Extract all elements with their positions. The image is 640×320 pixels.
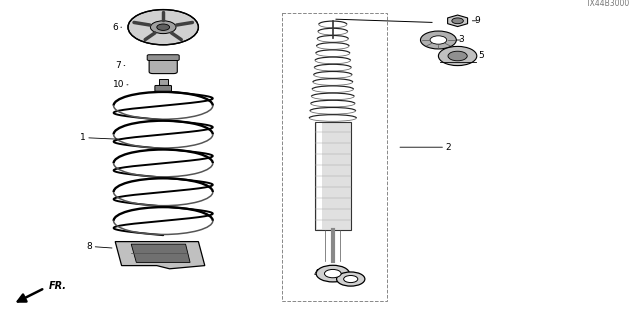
Circle shape — [420, 31, 456, 49]
Circle shape — [438, 46, 477, 66]
Circle shape — [128, 10, 198, 45]
FancyBboxPatch shape — [315, 122, 351, 230]
Text: 9: 9 — [472, 16, 479, 25]
Text: 5: 5 — [475, 52, 484, 60]
Text: TX44B3000: TX44B3000 — [586, 0, 630, 8]
Circle shape — [337, 272, 365, 286]
Circle shape — [452, 18, 463, 24]
Circle shape — [324, 269, 341, 278]
Text: 8: 8 — [87, 242, 112, 251]
Polygon shape — [115, 242, 205, 269]
Circle shape — [316, 265, 349, 282]
Circle shape — [157, 24, 170, 30]
Circle shape — [150, 21, 176, 34]
Polygon shape — [447, 15, 468, 27]
FancyBboxPatch shape — [147, 55, 179, 60]
FancyBboxPatch shape — [159, 79, 168, 86]
FancyBboxPatch shape — [149, 58, 177, 74]
Text: 4: 4 — [314, 269, 319, 278]
Text: 2: 2 — [400, 143, 451, 152]
FancyBboxPatch shape — [317, 123, 322, 229]
Circle shape — [430, 36, 447, 44]
Circle shape — [448, 51, 467, 61]
Text: FR.: FR. — [49, 281, 67, 292]
Text: 1: 1 — [81, 133, 118, 142]
Text: 7: 7 — [116, 61, 125, 70]
Text: 10: 10 — [113, 80, 128, 89]
Polygon shape — [131, 244, 190, 262]
Text: 3: 3 — [456, 36, 463, 44]
Circle shape — [344, 276, 358, 283]
Text: 6: 6 — [113, 23, 122, 32]
FancyBboxPatch shape — [155, 85, 172, 91]
